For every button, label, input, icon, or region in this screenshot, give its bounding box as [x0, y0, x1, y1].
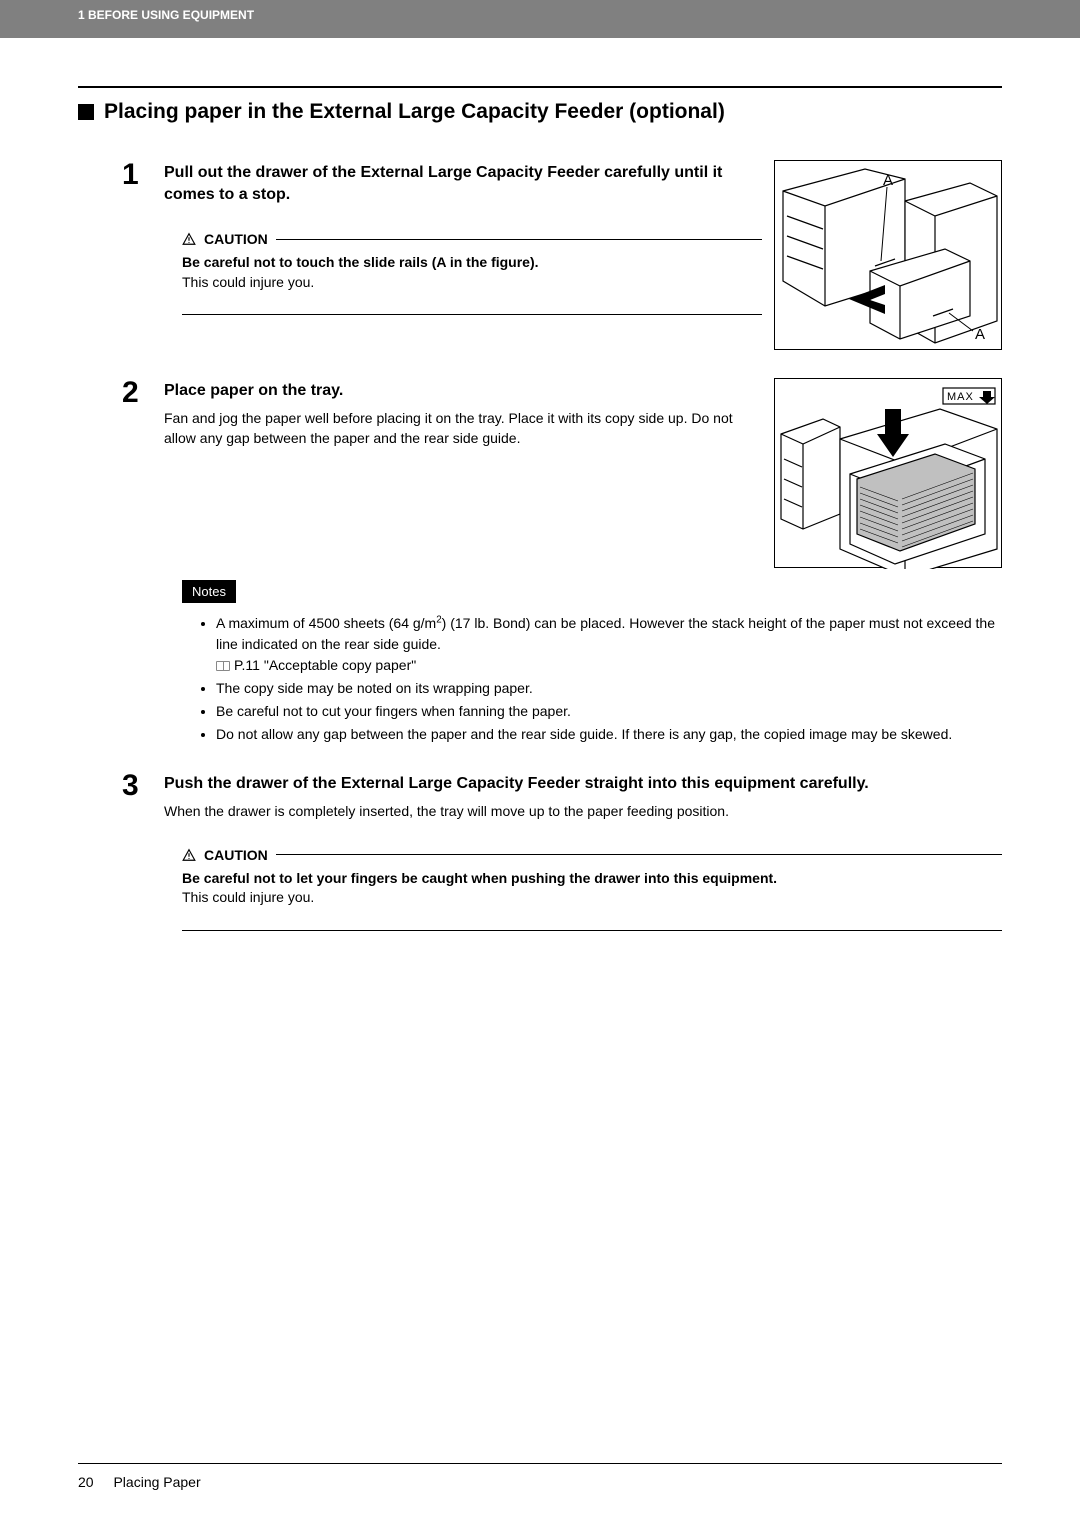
- step-2: 2 Place paper on the tray. Fan and jog t…: [78, 378, 1002, 568]
- header-bar: 1 BEFORE USING EQUIPMENT: [0, 0, 1080, 38]
- caution-bold-text: Be careful not to touch the slide rails …: [182, 253, 762, 273]
- caution-text: This could injure you.: [182, 888, 1002, 908]
- step-1-left: 1 Pull out the drawer of the External La…: [78, 160, 762, 323]
- section-title-text: Placing paper in the External Large Capa…: [104, 100, 725, 124]
- caution-label: CAUTION: [204, 231, 268, 247]
- footer-title: Placing Paper: [113, 1474, 200, 1490]
- caution-bold-text: Be careful not to let your fingers be ca…: [182, 869, 1002, 889]
- figure2-max-label: MAX: [947, 391, 974, 403]
- note-item: The copy side may be noted on its wrappi…: [216, 678, 1002, 699]
- caution-rule: [276, 239, 762, 240]
- step-3-title: Push the drawer of the External Large Ca…: [164, 773, 1002, 795]
- step-body: Push the drawer of the External Large Ca…: [164, 771, 1002, 939]
- caution-header: CAUTION: [182, 231, 762, 247]
- page-number: 20: [78, 1474, 94, 1490]
- warning-icon: [182, 848, 196, 862]
- caution-label: CAUTION: [204, 847, 268, 863]
- figure-1: A A: [774, 160, 1002, 350]
- caution-bottom-rule: [182, 314, 762, 315]
- notes-label: Notes: [182, 580, 236, 603]
- page-content: Placing paper in the External Large Capa…: [0, 86, 1080, 939]
- note-item: Do not allow any gap between the paper a…: [216, 724, 1002, 745]
- notes-block: Notes A maximum of 4500 sheets (64 g/m2)…: [182, 580, 1002, 745]
- step-number: 1: [122, 160, 150, 190]
- footer-rule: [78, 1463, 1002, 1464]
- step-3: 3 Push the drawer of the External Large …: [78, 771, 1002, 939]
- step-1-title: Pull out the drawer of the External Larg…: [164, 162, 762, 205]
- note-item: Be careful not to cut your fingers when …: [216, 701, 1002, 722]
- step-body: Place paper on the tray. Fan and jog the…: [164, 378, 762, 448]
- figure-1-svg: A A: [775, 161, 1003, 351]
- section-title: Placing paper in the External Large Capa…: [78, 100, 1002, 124]
- step-2-left: 2 Place paper on the tray. Fan and jog t…: [78, 378, 762, 448]
- note-1-ref: P.11 "Acceptable copy paper": [234, 657, 416, 673]
- caution-bottom-rule: [182, 930, 1002, 931]
- square-bullet-icon: [78, 104, 94, 120]
- step-1: 1 Pull out the drawer of the External La…: [78, 160, 1002, 350]
- caution-block-3: CAUTION Be careful not to let your finge…: [182, 847, 1002, 931]
- caution-rule: [276, 854, 1002, 855]
- warning-icon: [182, 232, 196, 246]
- caution-header: CAUTION: [182, 847, 1002, 863]
- figure-2-svg: MAX: [775, 379, 1003, 569]
- footer-text: 20 Placing Paper: [78, 1474, 1002, 1490]
- caution-block-1: CAUTION Be careful not to touch the slid…: [182, 231, 762, 315]
- note-item: A maximum of 4500 sheets (64 g/m2) (17 l…: [216, 613, 1002, 676]
- caution-text: This could injure you.: [182, 273, 762, 293]
- step-2-desc: Fan and jog the paper well before placin…: [164, 408, 762, 449]
- figure-2: MAX: [774, 378, 1002, 568]
- step-2-title: Place paper on the tray.: [164, 380, 762, 402]
- step-body: Pull out the drawer of the External Larg…: [164, 160, 762, 323]
- note-1-pre: A maximum of 4500 sheets (64 g/m: [216, 615, 436, 631]
- page-footer: 20 Placing Paper: [78, 1463, 1002, 1490]
- step-number: 3: [122, 771, 150, 801]
- notes-list: A maximum of 4500 sheets (64 g/m2) (17 l…: [182, 613, 1002, 745]
- header-chapter: 1 BEFORE USING EQUIPMENT: [78, 8, 254, 22]
- step-3-desc: When the drawer is completely inserted, …: [164, 801, 1002, 821]
- step-3-left: 3 Push the drawer of the External Large …: [78, 771, 1002, 939]
- book-icon: [216, 661, 230, 671]
- step-number: 2: [122, 378, 150, 408]
- figure1-label-a-top: A: [883, 172, 893, 189]
- figure1-label-a-bottom: A: [975, 326, 985, 343]
- section-rule: [78, 86, 1002, 88]
